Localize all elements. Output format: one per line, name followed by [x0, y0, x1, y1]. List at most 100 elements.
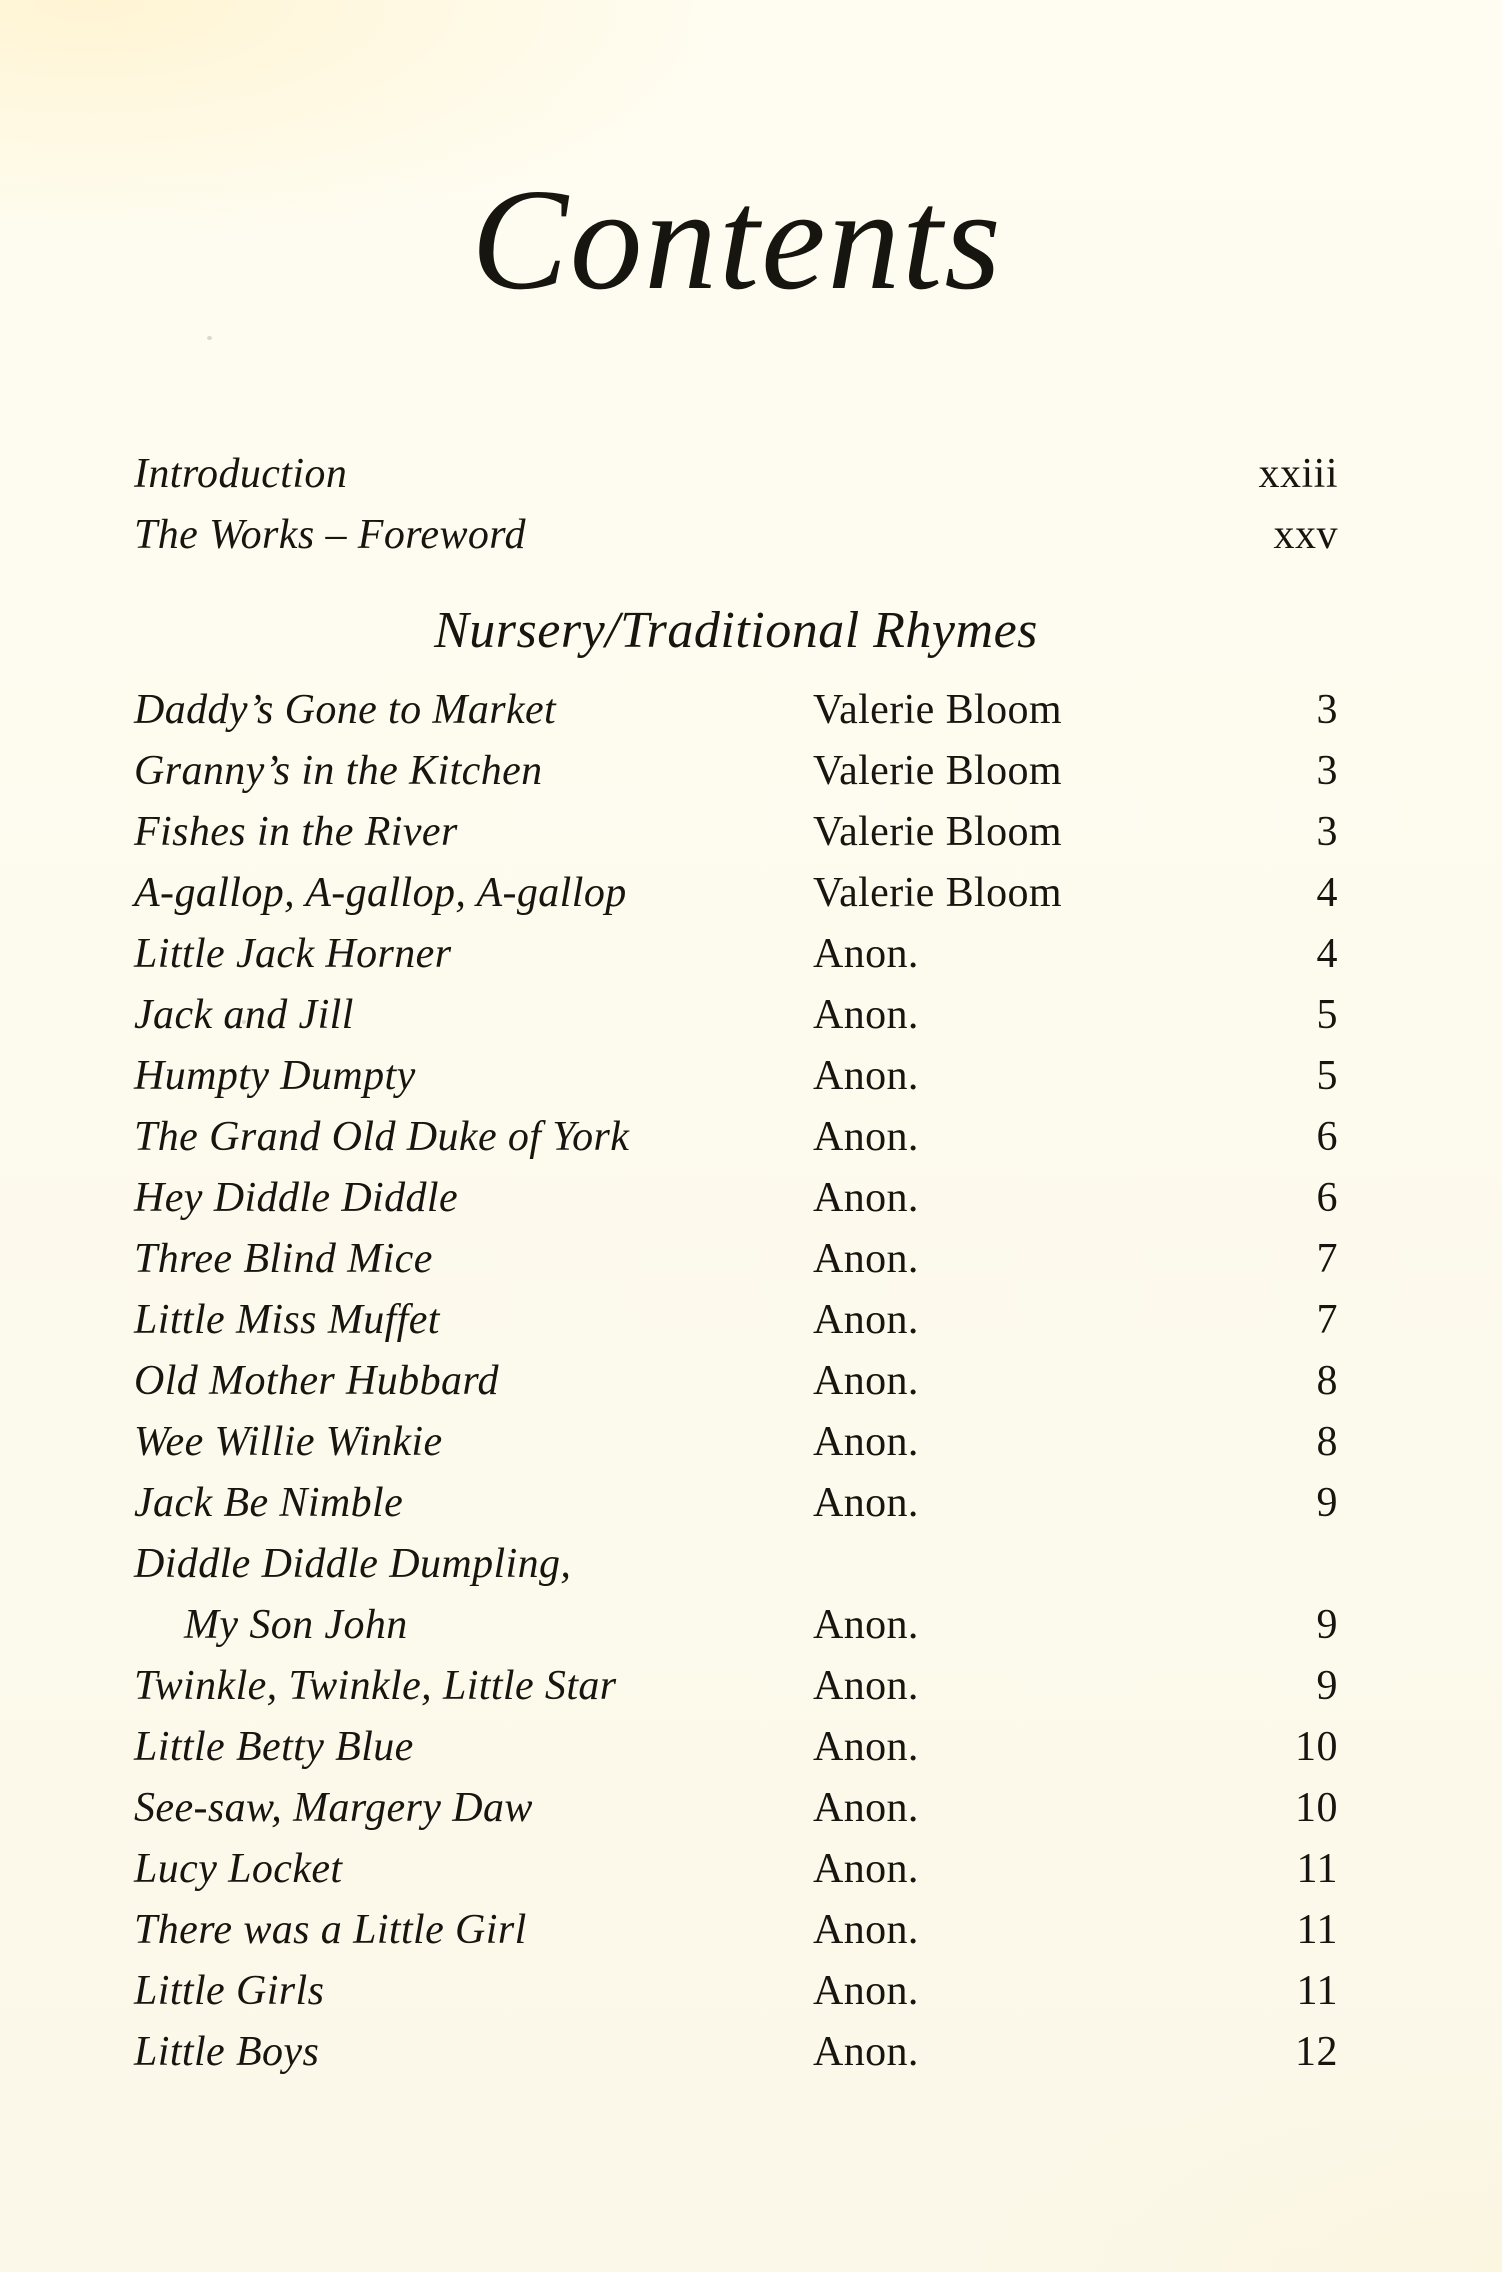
page-title: Contents [471, 160, 1003, 320]
entry-title: Jack and Jill [134, 992, 354, 1038]
toc-entry-row: My Son John Anon. 9 [134, 1595, 1338, 1656]
front-matter-row: Introduction xxiii [134, 444, 1338, 505]
entry-page-number [1230, 1534, 1338, 1595]
entry-page-number: 12 [1295, 2029, 1338, 2075]
entry-page-number: 8 [1316, 1358, 1338, 1404]
entry-page-number: 9 [1316, 1663, 1338, 1709]
entry-author: Anon. [813, 1053, 919, 1099]
entry-title: Twinkle, Twinkle, Little Star [134, 1663, 617, 1709]
entry-page-number: 9 [1316, 1602, 1338, 1648]
toc-entry-row: Little Boys Anon. 12 [134, 2022, 1338, 2083]
entry-page-number: 3 [1316, 687, 1338, 733]
scan-speck [242, 1020, 246, 1024]
entry-author: Anon. [813, 2029, 919, 2075]
entry-page-number: 6 [1316, 1175, 1338, 1221]
toc-entry-row: Fishes in the River Valerie Bloom 3 [134, 802, 1338, 863]
toc-entry-list: Daddy’s Gone to Market Valerie Bloom 3 G… [134, 680, 1338, 2083]
toc-entry-row: Lucy Locket Anon. 11 [134, 1839, 1338, 1900]
entry-page-number: 5 [1316, 1053, 1338, 1099]
entry-title: Three Blind Mice [134, 1236, 433, 1282]
entry-page-number: 6 [1316, 1114, 1338, 1160]
entry-page-number: 8 [1316, 1419, 1338, 1465]
toc-entry-row: Daddy’s Gone to Market Valerie Bloom 3 [134, 680, 1338, 741]
entry-author: Anon. [813, 992, 919, 1038]
entry-author: Anon. [813, 1846, 919, 1892]
entry-title: Old Mother Hubbard [134, 1358, 499, 1404]
entry-author: Anon. [813, 1602, 919, 1648]
toc-entry-row: Little Miss Muffet Anon. 7 [134, 1290, 1338, 1351]
scan-speck [207, 336, 212, 340]
entry-author: Anon. [813, 1968, 919, 2014]
entry-page-number: 11 [1296, 1968, 1338, 2014]
entry-title: Little Jack Horner [134, 931, 452, 977]
entry-author: Valerie Bloom [813, 748, 1062, 794]
entry-page-number: 3 [1316, 809, 1338, 855]
entry-author: Anon. [813, 1236, 919, 1282]
front-matter-row: The Works – Foreword xxv [134, 505, 1338, 566]
entry-page-number: 3 [1316, 748, 1338, 794]
entry-title: There was a Little Girl [134, 1907, 527, 1953]
entry-author: Anon. [813, 1358, 919, 1404]
front-matter-title: Introduction [134, 451, 348, 497]
entry-title: My Son John [184, 1602, 408, 1648]
front-matter-page-number: xxiii [1258, 451, 1338, 497]
toc-entry-row: Diddle Diddle Dumpling, [134, 1534, 1338, 1595]
front-matter-list: Introduction xxiii The Works – Foreword … [134, 444, 1338, 566]
entry-author: Anon. [813, 1297, 919, 1343]
toc-entry-row: Humpty Dumpty Anon. 5 [134, 1046, 1338, 1107]
toc-entry-row: Little Betty Blue Anon. 10 [134, 1717, 1338, 1778]
entry-author: Anon. [813, 1785, 919, 1831]
toc-entry-row: Granny’s in the Kitchen Valerie Bloom 3 [134, 741, 1338, 802]
entry-author: Anon. [813, 1480, 919, 1526]
entry-title: Humpty Dumpty [134, 1053, 416, 1099]
section-heading: Nursery/Traditional Rhymes [434, 602, 1038, 659]
entry-title: Hey Diddle Diddle [134, 1175, 459, 1221]
entry-page-number: 5 [1316, 992, 1338, 1038]
entry-author: Anon. [813, 1419, 919, 1465]
entry-title: Wee Willie Winkie [134, 1419, 443, 1465]
entry-author: Anon. [813, 1907, 919, 1953]
entry-author [813, 1534, 1230, 1595]
toc-entry-row: Hey Diddle Diddle Anon. 6 [134, 1168, 1338, 1229]
entry-author: Anon. [813, 1663, 919, 1709]
entry-page-number: 4 [1316, 870, 1338, 916]
entry-title: Fishes in the River [134, 809, 458, 855]
entry-title: See-saw, Margery Daw [134, 1785, 533, 1831]
entry-page-number: 10 [1295, 1785, 1338, 1831]
toc-entry-row: There was a Little Girl Anon. 11 [134, 1900, 1338, 1961]
entry-title: Daddy’s Gone to Market [134, 687, 557, 733]
entry-page-number: 10 [1295, 1724, 1338, 1770]
entry-title: A-gallop, A-gallop, A-gallop [134, 870, 627, 916]
toc-entry-row: Jack Be Nimble Anon. 9 [134, 1473, 1338, 1534]
entry-title: Little Miss Muffet [134, 1297, 440, 1343]
entry-author: Anon. [813, 1724, 919, 1770]
entry-author: Anon. [813, 1114, 919, 1160]
entry-title: The Grand Old Duke of York [134, 1114, 630, 1160]
toc-entry-row: The Grand Old Duke of York Anon. 6 [134, 1107, 1338, 1168]
entry-title: Granny’s in the Kitchen [134, 748, 543, 794]
entry-page-number: 11 [1296, 1846, 1338, 1892]
toc-entry-row: Old Mother Hubbard Anon. 8 [134, 1351, 1338, 1412]
entry-author: Valerie Bloom [813, 687, 1062, 733]
entry-author: Anon. [813, 1175, 919, 1221]
entry-title: Diddle Diddle Dumpling, [134, 1541, 572, 1587]
entry-author: Valerie Bloom [813, 870, 1062, 916]
front-matter-title: The Works – Foreword [134, 512, 526, 558]
entry-title: Jack Be Nimble [134, 1480, 404, 1526]
toc-entry-row: Jack and Jill Anon. 5 [134, 985, 1338, 1046]
toc-entry-row: Twinkle, Twinkle, Little Star Anon. 9 [134, 1656, 1338, 1717]
entry-author: Valerie Bloom [813, 809, 1062, 855]
entry-title: Little Boys [134, 2029, 320, 2075]
entry-title: Little Girls [134, 1968, 325, 2014]
entry-page-number: 4 [1316, 931, 1338, 977]
entry-page-number: 7 [1316, 1236, 1338, 1282]
toc-entry-row: See-saw, Margery Daw Anon. 10 [134, 1778, 1338, 1839]
entry-author: Anon. [813, 931, 919, 977]
toc-entry-row: Three Blind Mice Anon. 7 [134, 1229, 1338, 1290]
entry-page-number: 11 [1296, 1907, 1338, 1953]
toc-entry-row: Little Girls Anon. 11 [134, 1961, 1338, 2022]
entry-title: Lucy Locket [134, 1846, 343, 1892]
entry-page-number: 9 [1316, 1480, 1338, 1526]
toc-entry-row: Wee Willie Winkie Anon. 8 [134, 1412, 1338, 1473]
